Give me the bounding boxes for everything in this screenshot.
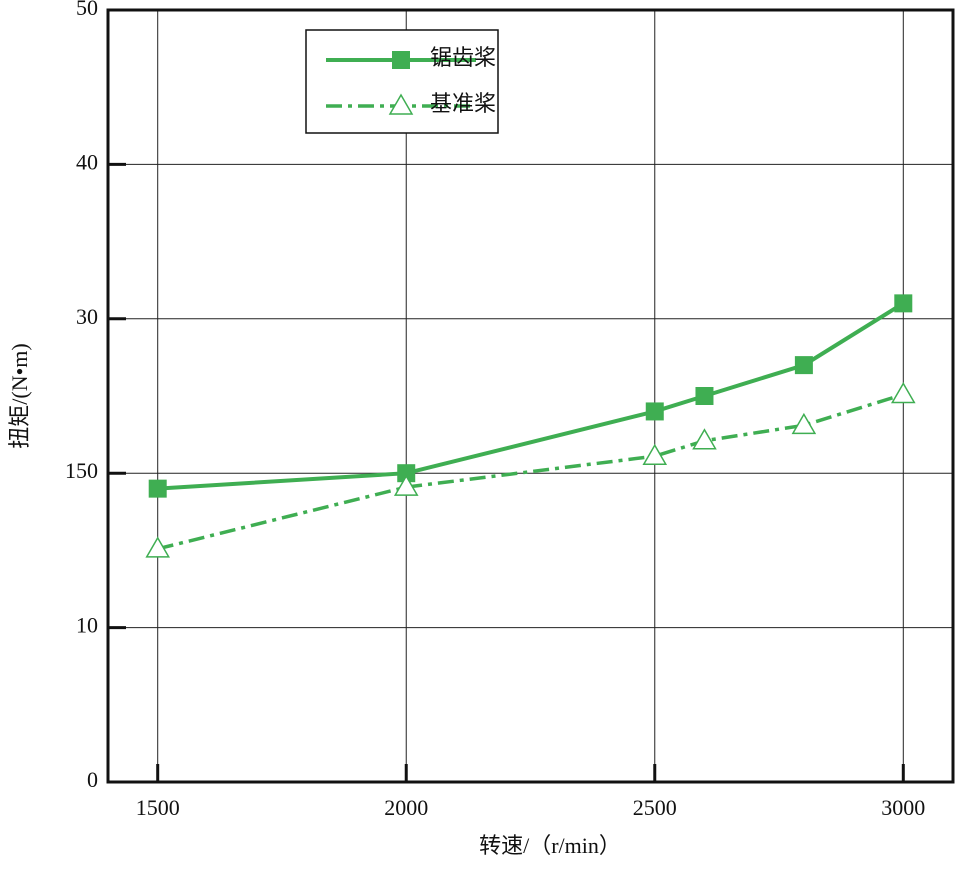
x-tick-label: 2500 (633, 795, 677, 820)
data-point (894, 294, 913, 313)
data-point (148, 479, 167, 498)
data-point (794, 356, 813, 375)
x-tick-label: 2000 (384, 795, 428, 820)
data-point (393, 474, 419, 496)
x-axis-label: 转速/（r/min） (479, 833, 621, 858)
legend-marker (392, 51, 410, 69)
y-axis-label: 扭矩/(N•m) (7, 343, 32, 448)
data-point (695, 387, 714, 405)
data-point (791, 412, 817, 435)
y-tick-label: 40 (76, 149, 98, 174)
y-tick-label: 150 (65, 458, 98, 483)
y-tick-label: 50 (76, 0, 98, 20)
series-line (157, 301, 905, 491)
legend-label: 基准桨 (430, 91, 496, 116)
y-tick-label: 0 (87, 767, 98, 792)
data-point (397, 464, 416, 483)
x-tick-label: 3000 (881, 795, 925, 820)
data-point (692, 428, 717, 450)
x-tick-label: 1500 (136, 795, 180, 820)
data-point (890, 381, 916, 404)
series-line (157, 392, 904, 551)
y-tick-label: 10 (76, 613, 98, 638)
data-point (645, 402, 664, 421)
legend-box (305, 29, 499, 134)
plot-frame (106, 8, 955, 784)
data-point (642, 443, 668, 465)
legend-marker (388, 93, 414, 115)
data-point (145, 536, 171, 558)
y-tick-label: 30 (76, 304, 98, 329)
legend-label: 锯齿桨 (430, 45, 496, 70)
